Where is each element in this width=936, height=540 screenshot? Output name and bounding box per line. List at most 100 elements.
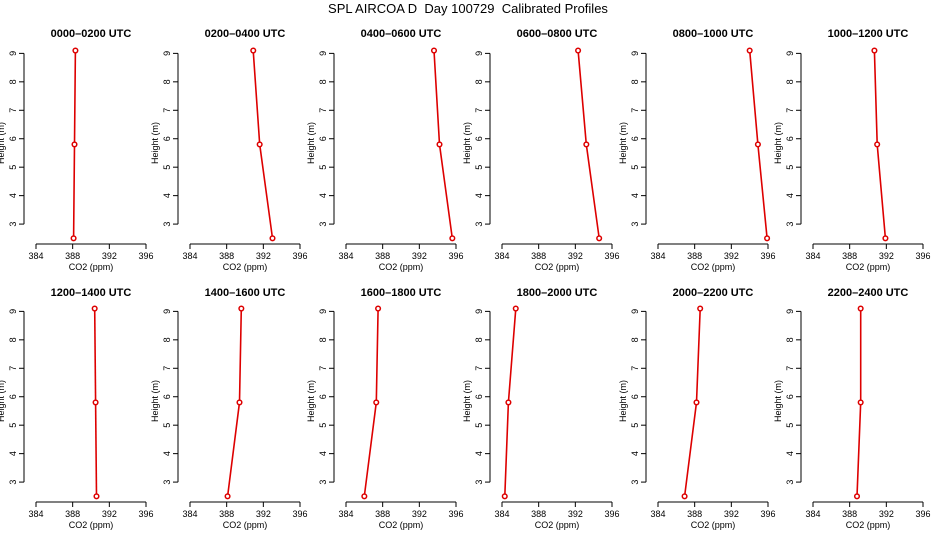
x-tick-label: 396 — [915, 251, 930, 261]
y-tick-label: 6 — [162, 136, 172, 141]
profile-point — [746, 47, 753, 54]
profile-point — [238, 305, 245, 312]
y-tick-label: 3 — [474, 480, 484, 485]
profile-point — [236, 399, 243, 406]
y-tick-label: 6 — [8, 394, 18, 399]
profile-point — [505, 399, 512, 406]
y-tick-label: 9 — [474, 309, 484, 314]
x-axis-label: CO2 (ppm) — [223, 262, 268, 272]
y-tick-label: 6 — [474, 136, 484, 141]
y-tick-label: 4 — [474, 451, 484, 456]
x-tick-label: 392 — [724, 509, 739, 519]
panel-8: 1400–1600 UTC 384 388 392 396 CO2 (ppm) 3 4 5 6 7 8… — [150, 287, 308, 530]
y-tick-label: 4 — [785, 451, 795, 456]
y-tick-label: 3 — [630, 222, 640, 227]
x-tick-label: 384 — [650, 251, 665, 261]
y-tick-label: 7 — [630, 366, 640, 371]
x-tick-label: 396 — [138, 509, 153, 519]
panel-3: 0400–0600 UTC 384 388 392 396 CO2 (ppm) 3 4 5 6 7 8… — [306, 28, 464, 272]
y-tick-label: 6 — [318, 136, 328, 141]
y-axis-label: Height (m) — [0, 380, 6, 422]
x-tick-label: 384 — [28, 251, 43, 261]
x-tick-label: 392 — [568, 509, 583, 519]
y-tick-label: 5 — [162, 423, 172, 428]
y-tick-label: 8 — [474, 79, 484, 84]
x-tick-label: 396 — [604, 509, 619, 519]
panel-title: 0200–0400 UTC — [205, 28, 286, 40]
panel-6: 1000–1200 UTC 384 388 392 396 CO2 (ppm) 3 4 5 6 7 8… — [773, 28, 931, 272]
y-tick-label: 9 — [318, 51, 328, 56]
y-tick-label: 5 — [318, 165, 328, 170]
profile-point — [70, 235, 77, 242]
y-tick-label: 8 — [785, 79, 795, 84]
y-tick-label: 4 — [630, 193, 640, 198]
panel-12: 2200–2400 UTC 384 388 392 396 CO2 (ppm) 3 4 5 6 7 8… — [773, 287, 931, 530]
y-axis-label: Height (m) — [306, 380, 316, 422]
panel-7: 1200–1400 UTC 384 388 392 396 CO2 (ppm) 3 4 5 6 7 8… — [0, 287, 154, 530]
y-tick-label: 3 — [318, 222, 328, 227]
profile-point — [853, 493, 861, 500]
x-tick-label: 392 — [256, 509, 271, 519]
panel-9: 1600–1800 UTC 384 388 392 396 CO2 (ppm) 3 4 5 6 7 8… — [306, 287, 464, 530]
profile-point — [857, 399, 864, 406]
panel-11: 2000–2200 UTC 384 388 392 396 CO2 (ppm) 3 4 5 6 7 8… — [618, 287, 776, 530]
y-tick-label: 4 — [8, 451, 18, 456]
y-tick-label: 8 — [318, 79, 328, 84]
x-axis-label: CO2 (ppm) — [691, 520, 736, 530]
x-axis-label: CO2 (ppm) — [223, 520, 268, 530]
y-tick-label: 9 — [162, 51, 172, 56]
y-tick-label: 5 — [318, 423, 328, 428]
y-tick-label: 7 — [8, 366, 18, 371]
x-axis-label: CO2 (ppm) — [69, 520, 114, 530]
panel-1: 0000–0200 UTC 384 388 392 396 CO2 (ppm) 3 4 5 6 7 8… — [0, 28, 154, 272]
y-tick-label: 8 — [8, 337, 18, 342]
x-tick-label: 392 — [102, 251, 117, 261]
y-tick-label: 7 — [318, 366, 328, 371]
y-tick-label: 8 — [630, 337, 640, 342]
x-tick-label: 388 — [842, 509, 857, 519]
x-tick-label: 388 — [531, 251, 546, 261]
x-tick-label: 388 — [531, 509, 546, 519]
profile-point — [449, 235, 456, 242]
y-tick-label: 6 — [162, 394, 172, 399]
y-tick-label: 5 — [8, 423, 18, 428]
profile-point — [72, 47, 79, 54]
profile-point — [93, 493, 100, 500]
profile-point — [436, 141, 443, 148]
x-axis-label: CO2 (ppm) — [846, 520, 891, 530]
y-tick-label: 9 — [8, 51, 18, 56]
panel-title: 1200–1400 UTC — [51, 287, 132, 299]
y-tick-label: 3 — [785, 480, 795, 485]
x-tick-label: 396 — [915, 509, 930, 519]
x-axis-label: CO2 (ppm) — [379, 520, 424, 530]
y-tick-label: 7 — [162, 108, 172, 113]
y-tick-label: 6 — [318, 394, 328, 399]
profile-point — [269, 235, 276, 242]
y-tick-label: 5 — [162, 165, 172, 170]
panel-title: 0000–0200 UTC — [51, 28, 132, 40]
y-tick-label: 5 — [8, 165, 18, 170]
x-tick-label: 384 — [182, 509, 197, 519]
y-tick-label: 8 — [630, 79, 640, 84]
x-tick-label: 384 — [338, 251, 353, 261]
y-tick-label: 7 — [785, 108, 795, 113]
profile-point — [697, 305, 704, 312]
y-tick-label: 7 — [8, 108, 18, 113]
y-tick-label: 6 — [630, 394, 640, 399]
y-axis-label: Height (m) — [773, 122, 783, 164]
profile-point — [583, 141, 590, 148]
profile-point — [754, 141, 761, 148]
x-axis-label: CO2 (ppm) — [535, 520, 580, 530]
y-axis-label: Height (m) — [150, 380, 160, 422]
y-tick-label: 4 — [318, 451, 328, 456]
profile-point — [575, 47, 582, 54]
profile-point — [681, 493, 688, 500]
y-tick-label: 9 — [318, 309, 328, 314]
profile-point — [857, 305, 864, 312]
y-axis-label: Height (m) — [462, 380, 472, 422]
y-tick-label: 3 — [318, 480, 328, 485]
y-axis-label: Height (m) — [618, 122, 628, 164]
y-tick-label: 4 — [8, 193, 18, 198]
y-tick-label: 6 — [630, 136, 640, 141]
panel-title: 0600–0800 UTC — [517, 28, 598, 40]
